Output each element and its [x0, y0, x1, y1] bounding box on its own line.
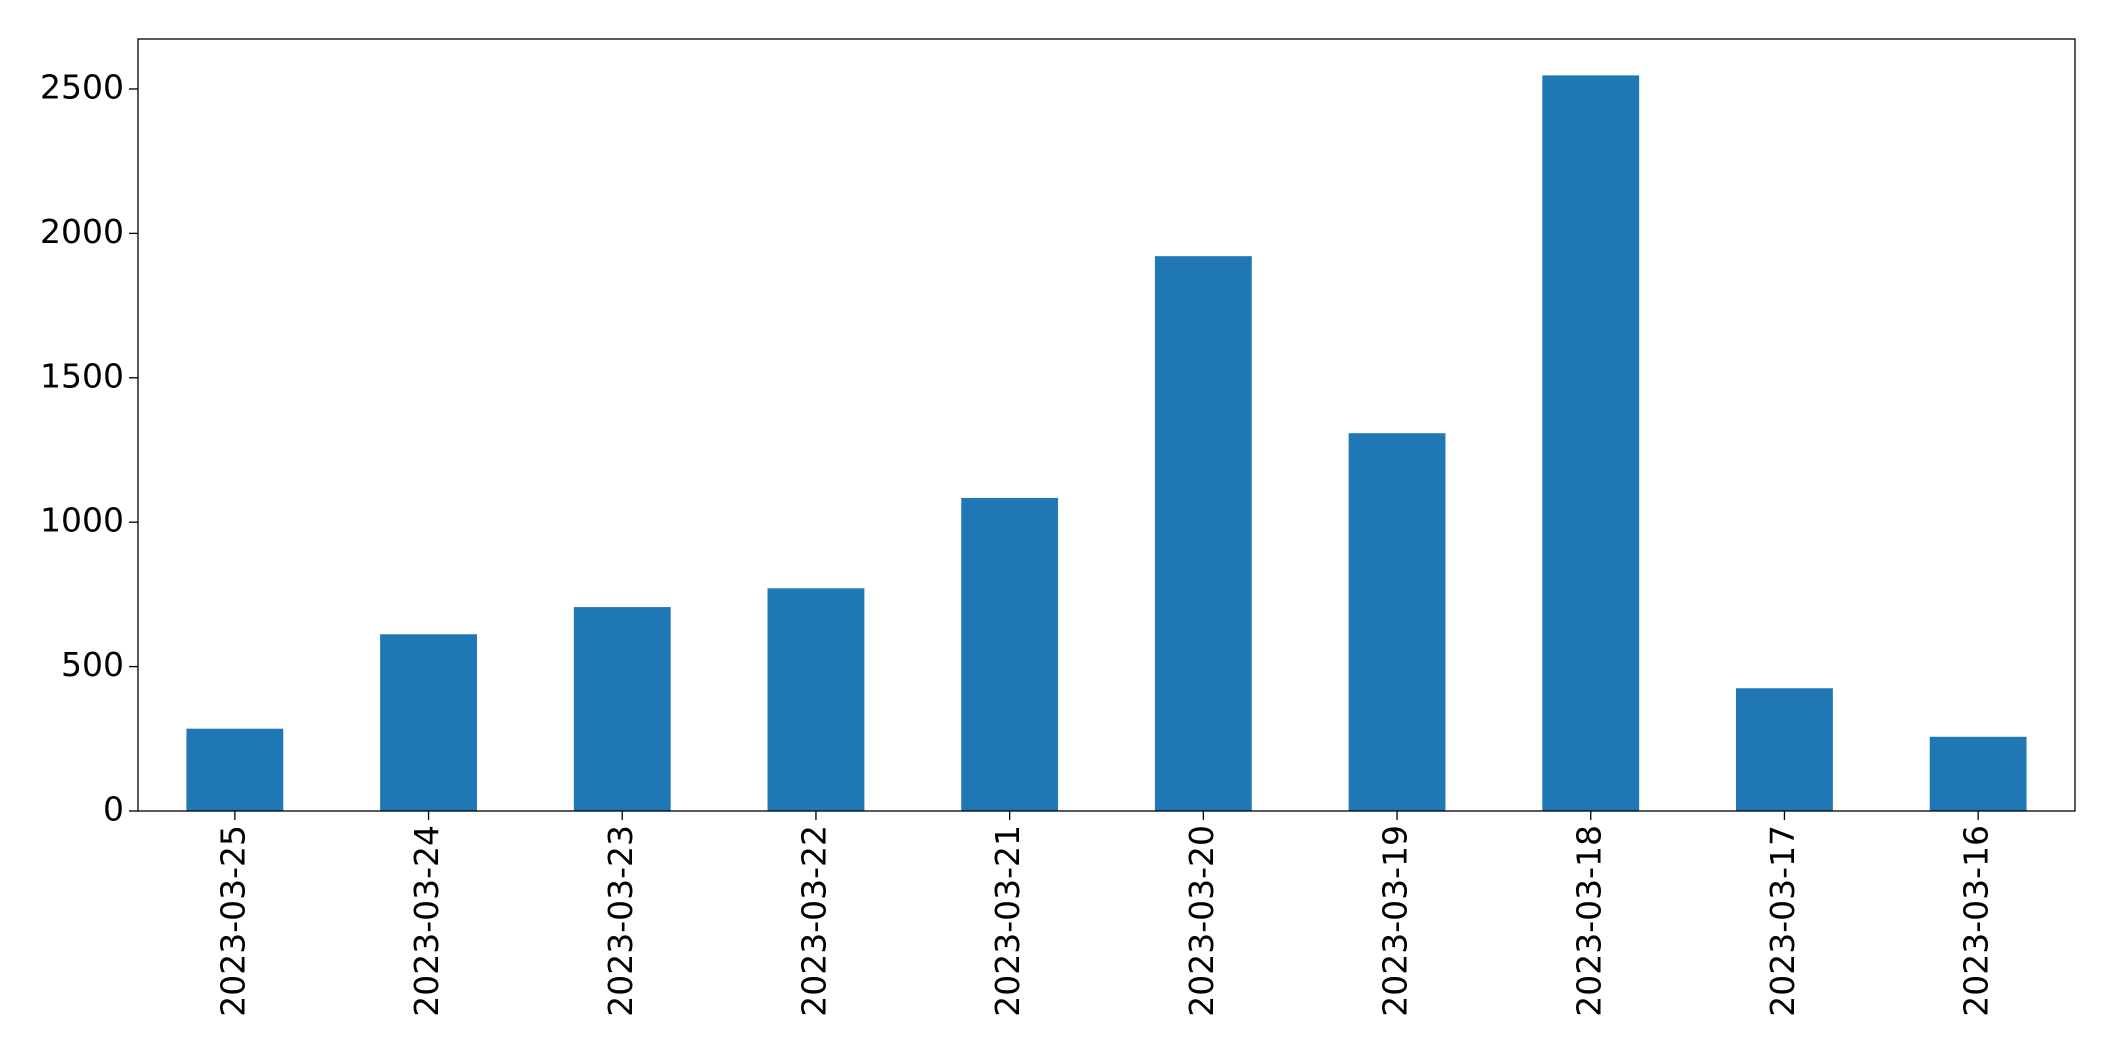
x-tick-label: 2023-03-23 — [601, 825, 640, 1017]
bar — [1736, 688, 1833, 811]
plot-frame — [137, 38, 2076, 812]
y-tick-label: 0 — [103, 790, 124, 829]
y-tick-label: 2500 — [40, 67, 124, 106]
bar — [961, 497, 1059, 811]
x-tick-label: 2023-03-21 — [988, 825, 1027, 1017]
x-tick-label: 2023-03-24 — [407, 825, 446, 1017]
bar — [1929, 736, 2027, 811]
y-tick-label: 1500 — [40, 356, 124, 395]
bar — [1542, 75, 1640, 812]
bar — [1154, 256, 1252, 811]
x-tick-label: 2023-03-22 — [794, 825, 833, 1017]
x-tick-label: 2023-03-17 — [1763, 825, 1802, 1017]
x-tick-label: 2023-03-20 — [1182, 825, 1221, 1017]
x-tick-label: 2023-03-18 — [1569, 825, 1608, 1017]
bar — [186, 728, 284, 811]
x-tick-label: 2023-03-16 — [1957, 825, 1996, 1017]
bar — [573, 607, 671, 811]
y-tick-label: 2000 — [40, 212, 124, 251]
bar — [380, 634, 477, 811]
x-tick-label: 2023-03-25 — [213, 825, 252, 1017]
y-tick-label: 500 — [61, 645, 124, 684]
bar — [767, 588, 865, 811]
y-tick-label: 1000 — [40, 501, 124, 540]
bar — [1348, 433, 1446, 811]
x-tick-label: 2023-03-19 — [1376, 825, 1415, 1017]
